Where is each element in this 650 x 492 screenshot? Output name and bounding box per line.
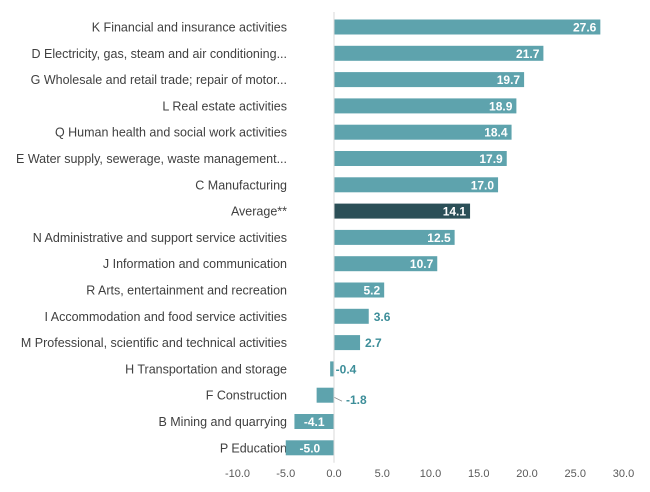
category-label: I Accommodation and food service activit… xyxy=(45,310,287,324)
x-tick-label: 5.0 xyxy=(375,468,390,480)
category-label: H Transportation and storage xyxy=(125,362,287,376)
x-tick-label: 30.0 xyxy=(613,468,634,480)
bar xyxy=(334,72,525,88)
category-label: Average** xyxy=(231,205,287,219)
value-label-leader xyxy=(333,396,343,402)
bar xyxy=(316,387,334,403)
bar xyxy=(334,282,385,298)
x-tick-label: 10.0 xyxy=(420,468,441,480)
x-tick-label: -10.0 xyxy=(225,468,250,480)
bar xyxy=(334,151,507,166)
value-label: 17.0 xyxy=(471,178,495,192)
x-tick-label: 25.0 xyxy=(565,468,586,480)
x-tick-label: 0.0 xyxy=(326,468,341,480)
bar xyxy=(334,256,438,272)
value-label: 17.9 xyxy=(479,152,503,166)
category-label: N Administrative and support service act… xyxy=(33,231,287,245)
value-label: 2.7 xyxy=(365,336,382,350)
x-tick-label: -5.0 xyxy=(276,468,295,480)
bar xyxy=(330,361,334,377)
category-label: P Education xyxy=(220,441,287,455)
category-label: R Arts, entertainment and recreation xyxy=(86,284,287,298)
bar-average xyxy=(334,203,471,219)
category-labels: K Financial and insurance activities D El… xyxy=(16,21,287,456)
value-label: 14.1 xyxy=(443,205,467,219)
category-label: B Mining and quarrying xyxy=(158,415,287,429)
bar xyxy=(334,45,544,61)
category-label: G Wholesale and retail trade; repair of … xyxy=(31,73,287,87)
x-tick-label: 20.0 xyxy=(516,468,537,480)
x-tick-label: 15.0 xyxy=(468,468,489,480)
value-label: -4.1 xyxy=(304,415,325,429)
category-label: C Manufacturing xyxy=(195,178,287,192)
bar xyxy=(334,335,361,351)
value-label: -5.0 xyxy=(300,441,321,455)
value-label: 19.7 xyxy=(497,73,521,87)
bar xyxy=(294,414,334,429)
bar xyxy=(334,308,369,324)
value-labels: 27.6 21.7 19.7 18.9 18.4 17.9 17.0 14.1 12.5 10.7… xyxy=(300,21,597,456)
category-label: K Financial and insurance activities xyxy=(92,21,287,35)
bar xyxy=(334,177,499,193)
bar xyxy=(334,124,512,140)
category-label: J Information and communication xyxy=(103,257,287,271)
bar xyxy=(334,98,517,114)
value-label: 12.5 xyxy=(427,231,451,245)
category-label: M Professional, scientific and technical… xyxy=(21,336,287,350)
value-label: 3.6 xyxy=(374,310,391,324)
value-label: 27.6 xyxy=(573,21,597,35)
value-label: -0.4 xyxy=(336,362,357,376)
category-label: L Real estate activities xyxy=(162,99,287,113)
bar xyxy=(285,440,334,456)
value-label: -1.8 xyxy=(346,393,367,407)
value-label: 21.7 xyxy=(516,47,540,61)
bar xyxy=(334,19,601,35)
x-axis: -10.0 -5.0 0.0 5.0 10.0 15.0 20.0 25.0 30.0 xyxy=(225,12,634,480)
bar xyxy=(334,229,455,245)
value-label: 5.2 xyxy=(363,284,380,298)
category-label: Q Human health and social work activitie… xyxy=(55,126,287,140)
category-label: F Construction xyxy=(206,389,287,403)
value-label: 18.4 xyxy=(484,126,508,140)
bars xyxy=(285,19,601,456)
value-label: 10.7 xyxy=(410,257,434,271)
category-label: D Electricity, gas, steam and air condit… xyxy=(32,47,287,61)
value-label: 18.9 xyxy=(489,99,513,113)
category-label: E Water supply, sewerage, waste manageme… xyxy=(16,152,287,166)
